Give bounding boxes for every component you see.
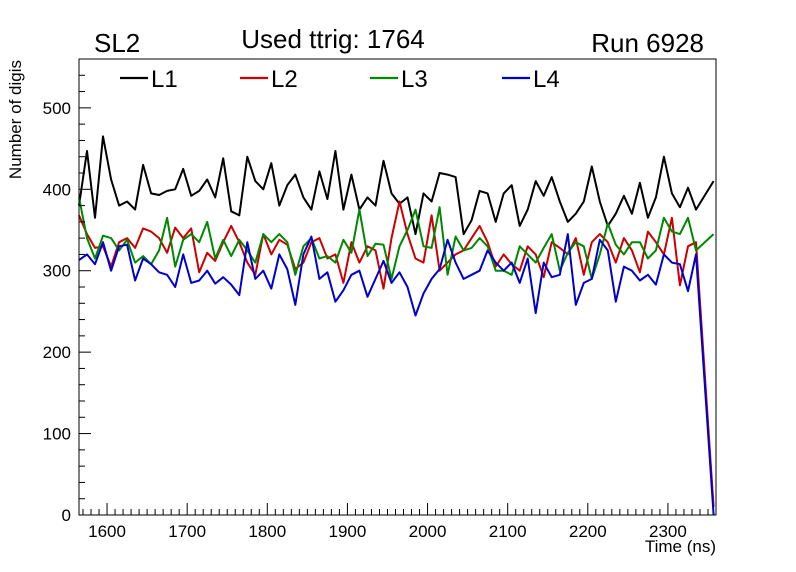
top-left-label: SL2 xyxy=(94,28,140,58)
tick-labels: 1600 1700 1800 1900 2000 2100 2200 2300 0 100 200 3… xyxy=(43,99,687,541)
x-tick-label: 1700 xyxy=(168,522,206,541)
x-axis-label: Time (ns) xyxy=(645,537,716,556)
series-line-l4 xyxy=(78,233,715,516)
top-right-label: Run 6928 xyxy=(591,28,704,58)
chart-title: Used ttrig: 1764 xyxy=(241,24,425,54)
x-tick-label: 2100 xyxy=(489,522,527,541)
axis-ticks xyxy=(79,58,717,516)
y-tick-label: 400 xyxy=(43,180,71,199)
y-axis-label: Number of digis xyxy=(6,60,25,179)
x-tick-label: 1900 xyxy=(329,522,367,541)
legend-label-l1: L1 xyxy=(151,66,178,93)
x-tick-label: 2300 xyxy=(649,522,687,541)
series-line-l2 xyxy=(78,200,715,507)
y-tick-label: 500 xyxy=(43,99,71,118)
legend-label-l2: L2 xyxy=(271,66,298,93)
series-line-l3 xyxy=(78,197,715,280)
x-tick-label: 2200 xyxy=(569,522,607,541)
y-tick-label: 200 xyxy=(43,343,71,362)
x-tick-label: 2000 xyxy=(409,522,447,541)
y-tick-label: 300 xyxy=(43,262,71,281)
y-tick-label: 100 xyxy=(43,425,71,444)
series-line-l1 xyxy=(78,135,715,236)
legend: L1 L2 L3 L4 xyxy=(120,66,560,93)
legend-label-l4: L4 xyxy=(533,66,560,93)
legend-label-l3: L3 xyxy=(401,66,428,93)
x-tick-label: 1800 xyxy=(248,522,286,541)
y-tick-label: 0 xyxy=(62,506,71,525)
series-layer xyxy=(78,135,715,516)
x-tick-label: 1600 xyxy=(88,522,126,541)
